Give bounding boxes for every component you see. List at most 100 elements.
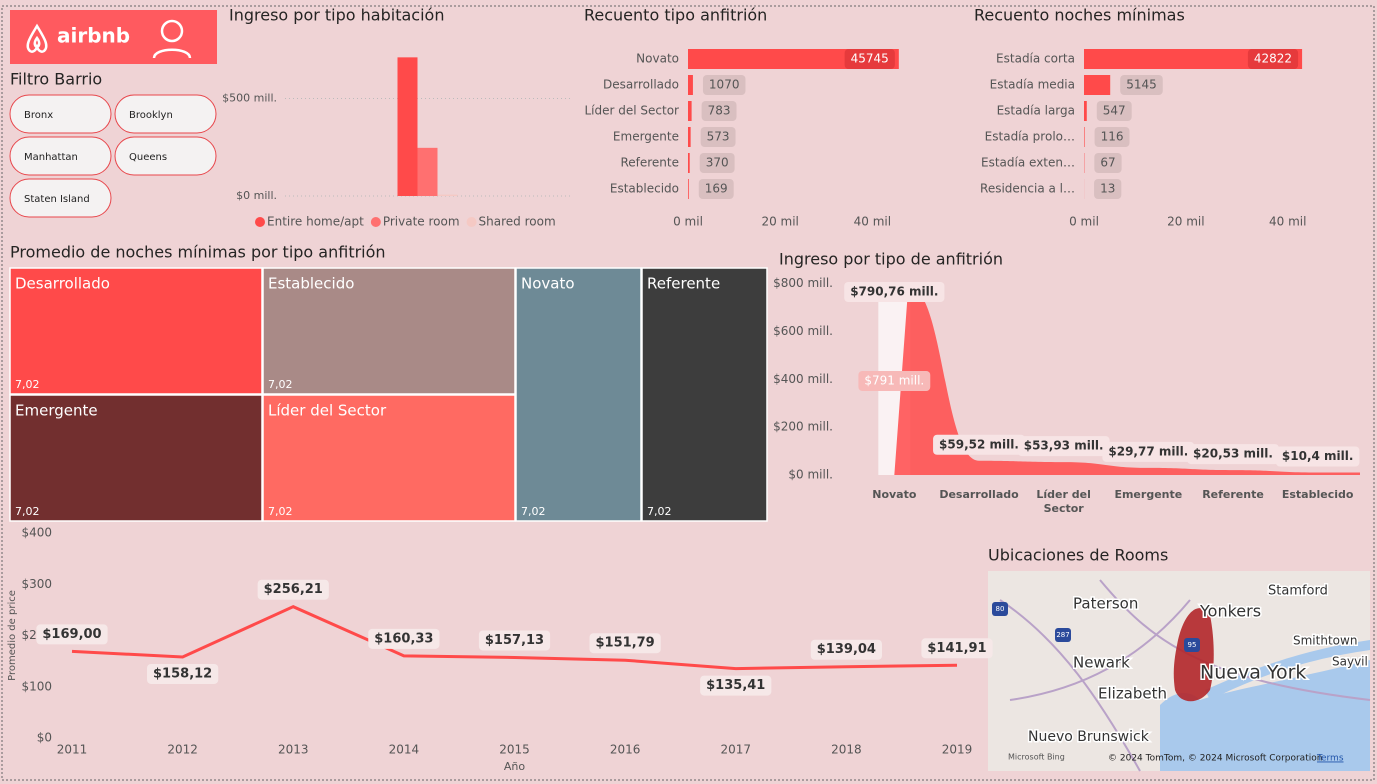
value-label-bg [368,628,440,649]
value-label-bg [1017,436,1110,457]
value-label-bg [699,153,735,173]
filter-button-bg [9,136,112,176]
value-label-bg [1096,101,1132,121]
map-shield [1184,638,1200,652]
treemap-cell [9,394,263,522]
map: Ubicaciones de Rooms Paterson Yonkers Stam… [988,546,1371,772]
bar [1084,101,1087,121]
map-place-label: Smithtown [1293,634,1357,648]
chart-title: Ingreso por tipo de anfitrión [779,250,1003,269]
map-place-label: Nueva York [1200,662,1306,684]
value-label-bg [1275,446,1360,467]
filter-button-bg [114,136,217,176]
value-label-bg [1247,49,1299,69]
area [894,285,1360,475]
filter-button-bg [9,178,112,218]
filter-button[interactable]: Manhattan [9,136,112,176]
value-label-bg [1102,441,1195,462]
bar [688,179,689,199]
value-label: $139,04 [817,642,876,657]
x-tick-label: Emergente [1114,488,1183,501]
map-place-label: Newark [1073,654,1130,672]
value-label: 169 [705,182,728,196]
x-tick-label: Referente [1202,488,1264,501]
x-tick-label: 2014 [389,743,420,757]
value-label: $141,91 [927,641,986,656]
value-label-bg [698,179,734,199]
value-label: 13 [1100,182,1115,196]
legend-marker [466,217,477,227]
filter-button-label: Queens [129,152,167,163]
map-shield-label: 80 [996,605,1005,613]
category-label: Estadía prolo… [985,130,1075,144]
category-label: Referente [620,156,679,170]
value-label: 1070 [709,78,740,92]
cell-value: 7,02 [647,505,672,518]
header: airbnb [10,10,217,64]
cell-value: 7,02 [15,378,40,391]
filter-button[interactable]: Bronx [9,94,112,134]
chart-title: Promedio de noches mínimas por tipo anfi… [10,243,386,262]
filter-button-label: Staten Island [24,194,90,205]
cell-label: Desarrollado [15,275,110,293]
filter-button-bg [9,94,112,134]
bar [1084,49,1303,69]
map-place-label: Paterson [1073,595,1138,613]
value-label: $169,00 [42,627,101,642]
y-tick-label: $600 mill. [773,324,833,338]
filter-group: Bronx Brooklyn Manhattan Queens Staten Islan… [9,94,217,218]
bar [688,75,693,95]
y-tick-label: $100 [21,679,52,693]
legend-marker [255,217,265,227]
y-tick-label: $400 mill. [773,372,833,386]
value-label-bg [702,75,746,95]
map-labels: Paterson Yonkers Stamford Smithtown Sayvil Ne… [992,582,1369,747]
x-tick-label-box: Establecido [1281,488,1354,501]
map-place-label: Nuevo Brunswick [1028,729,1150,745]
category-label: Líder del Sector [585,104,680,118]
y-tick-label: $400 [21,526,52,540]
cell-value: 7,02 [521,505,546,518]
value-label-bg [1120,75,1163,95]
value-label-bg [1187,444,1279,465]
y-tick-label: $200 mill. [773,420,833,434]
filter-button[interactable]: Brooklyn [114,94,217,134]
filter-button[interactable]: Staten Island [9,178,112,218]
value-label: $53,93 mill. [1024,439,1104,453]
map-shield [1055,628,1071,642]
value-label-bg [1094,127,1130,147]
y-tick-label: $500 mill. [222,92,277,105]
value-label: $59,52 mill. [939,437,1019,451]
bar [417,147,438,196]
logo-text: airbnb [57,24,130,48]
value-label-bg [700,127,736,147]
cell-value: 7,02 [15,505,40,518]
x-tick-label: 2017 [720,743,751,757]
user-icon[interactable] [160,19,184,43]
category-label: Residencia a l… [980,182,1075,196]
logo-icon [26,23,48,53]
cell-label: Novato [521,275,575,293]
value-label: $790,76 mill. [850,285,938,299]
legend-label: Private room [383,215,460,229]
filter-button[interactable]: Queens [114,136,217,176]
x-tick-label: Establecido [1281,488,1354,501]
value-label-bg [589,633,661,654]
value-label: 573 [707,130,730,144]
cell-label: Emergente [15,402,98,420]
cell-label: Establecido [268,275,354,293]
treemap-cell [262,394,516,522]
x-tick-label: 2011 [57,743,88,757]
filter-button-label: Bronx [24,110,53,121]
x-tick-label: 0 mil [673,215,703,229]
x-tick-label: 2018 [831,743,862,757]
cell-value: 7,02 [268,505,293,518]
y-tick-label: $800 mill. [773,276,833,290]
map-terms[interactable]: Terms [1316,754,1344,764]
x-tick-label: 2013 [278,743,309,757]
legend-marker [370,217,381,227]
legend-label: Entire home/apt [267,215,364,229]
map-place-label: Stamford [1268,584,1328,599]
value-label-bg [844,282,945,302]
category-label: Estadía media [990,78,1075,92]
